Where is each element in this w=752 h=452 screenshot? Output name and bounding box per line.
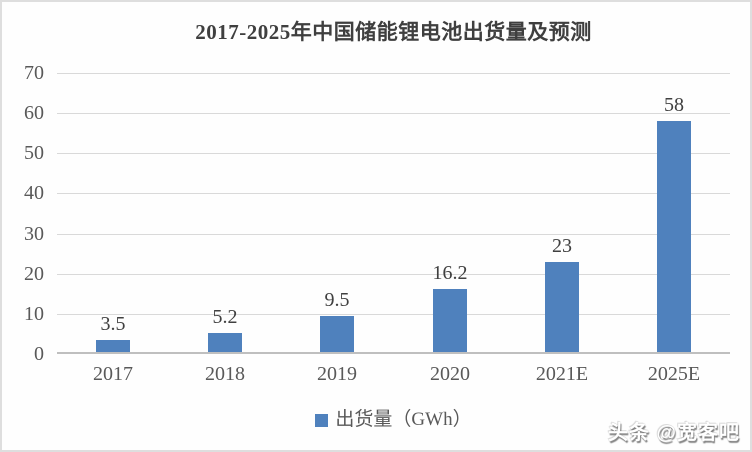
- y-tick-label-70: 70: [24, 62, 44, 84]
- data-label-2017: 3.5: [100, 313, 126, 335]
- plot-area: 3.5 5.2 9.5 16.2 23 58: [57, 73, 730, 354]
- x-tick-label-2025E: 2025E: [647, 363, 701, 385]
- gridline-y-70: [57, 73, 730, 74]
- x-axis-line: [57, 352, 730, 354]
- bar-2017: [96, 340, 130, 352]
- x-tick-label-2019: 2019: [317, 363, 357, 385]
- data-label-2021E: 23: [552, 235, 572, 257]
- chart-title: 2017-2025年中国储能锂电池出货量及预测: [195, 20, 592, 44]
- legend: 出货量（GWh）: [57, 409, 730, 431]
- x-tick-label-2018: 2018: [205, 363, 245, 385]
- data-label-2025E: 58: [664, 94, 684, 116]
- y-tick-label-10: 10: [24, 303, 44, 325]
- y-tick-label-40: 40: [24, 182, 44, 204]
- data-label-2020: 16.2: [432, 262, 468, 284]
- data-label-2019: 9.5: [324, 289, 350, 311]
- gridline-y-10: [57, 314, 730, 315]
- data-label-2018: 5.2: [212, 306, 238, 328]
- gridline-y-60: [57, 113, 730, 114]
- x-tick-label-2021E: 2021E: [535, 363, 589, 385]
- y-tick-label-0: 0: [34, 343, 44, 365]
- legend-label: 出货量（GWh）: [335, 409, 472, 430]
- x-tick-label-2017: 2017: [93, 363, 133, 385]
- x-tick-label-2020: 2020: [430, 363, 470, 385]
- y-tick-label-50: 50: [24, 142, 44, 164]
- gridline-y-20: [57, 274, 730, 275]
- gridline-y-30: [57, 234, 730, 235]
- y-tick-label-60: 60: [24, 102, 44, 124]
- y-tick-label-20: 20: [24, 263, 44, 285]
- watermark: 头条 @宽客吧: [607, 422, 740, 444]
- gridline-y-40: [57, 193, 730, 194]
- gridline-y-50: [57, 153, 730, 154]
- bar-2018: [208, 333, 242, 352]
- legend-marker-swatch: [315, 413, 329, 427]
- y-tick-label-30: 30: [24, 223, 44, 245]
- bar-2019: [320, 316, 354, 352]
- bar-2020: [433, 289, 467, 352]
- bar-2021E: [545, 262, 579, 352]
- bar-2025E: [657, 121, 691, 352]
